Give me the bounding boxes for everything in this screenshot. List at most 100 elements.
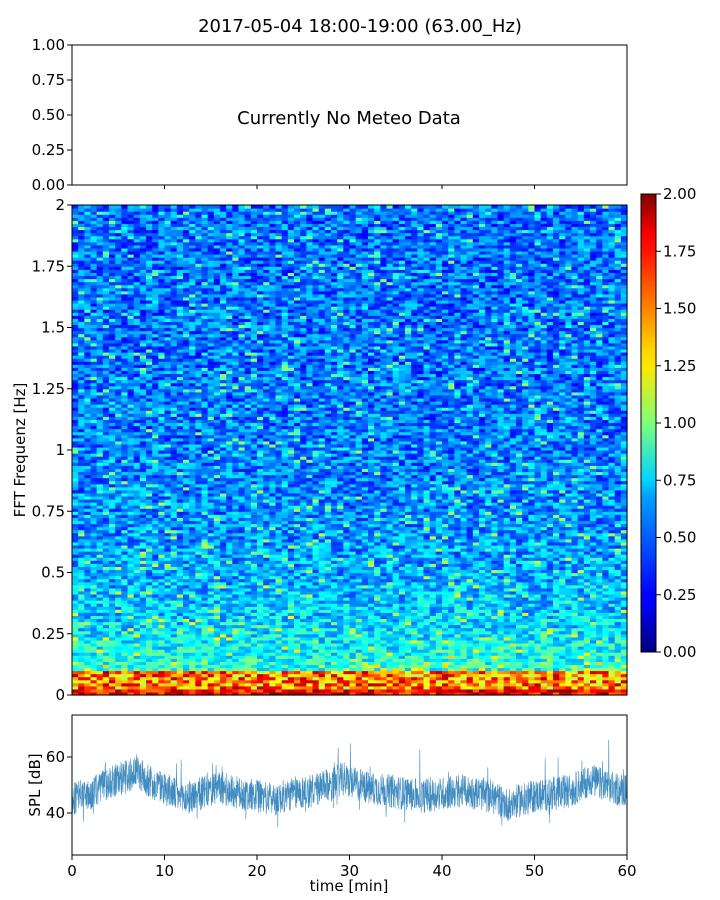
heatmap-cell	[146, 630, 153, 635]
heatmap-cell	[485, 544, 492, 549]
heatmap-cell	[546, 627, 554, 632]
heatmap-cell	[590, 691, 597, 696]
heatmap-cell	[257, 566, 264, 571]
heatmap-cell	[590, 526, 597, 531]
heatmap-cell	[195, 575, 203, 580]
heatmap-cell	[207, 529, 215, 534]
heatmap-cell	[287, 642, 295, 647]
heatmap-cell	[195, 679, 203, 684]
heatmap-cell	[176, 649, 184, 653]
heatmap-cell	[183, 529, 190, 534]
heatmap-cell	[170, 587, 178, 592]
heatmap-cell	[250, 630, 258, 635]
heatmap-cell	[207, 575, 215, 580]
heatmap-cell	[368, 636, 375, 641]
heatmap-cell	[583, 526, 591, 531]
heatmap-cell	[355, 551, 363, 555]
heatmap-cell	[213, 670, 221, 675]
heatmap-cell	[423, 624, 431, 629]
heatmap-cell	[608, 526, 616, 531]
heatmap-cell	[374, 535, 381, 540]
heatmap-cell	[250, 691, 258, 696]
heatmap-cell	[127, 646, 135, 650]
heatmap-cell	[448, 670, 455, 675]
heatmap-cell	[411, 633, 418, 638]
heatmap-cell	[522, 590, 529, 595]
heatmap-cell	[571, 532, 579, 537]
heatmap-cell	[620, 633, 628, 638]
heatmap-cell	[158, 658, 166, 662]
heatmap-cell	[250, 621, 258, 626]
heatmap-cell	[275, 535, 283, 540]
heatmap-cell	[306, 618, 314, 623]
heatmap-cell	[368, 606, 375, 610]
heatmap-cell	[528, 590, 536, 595]
heatmap-cell	[553, 606, 560, 610]
heatmap-cell	[146, 676, 153, 681]
heatmap-cell	[312, 554, 320, 558]
heatmap-cell	[238, 691, 246, 696]
heatmap-cell	[590, 627, 597, 632]
heatmap-cell	[72, 676, 79, 681]
heatmap-cell	[411, 569, 418, 574]
heatmap-cell	[355, 560, 363, 564]
heatmap-cell	[115, 679, 122, 684]
heatmap-cell	[608, 658, 616, 662]
heatmap-cell	[183, 575, 190, 580]
heatmap-cell	[109, 541, 116, 546]
heatmap-cell	[349, 621, 357, 626]
heatmap-cell	[374, 612, 381, 616]
heatmap-cell	[454, 544, 462, 549]
heatmap-cell	[491, 603, 499, 607]
heatmap-cell	[546, 688, 554, 693]
heatmap-cell	[244, 618, 252, 623]
heatmap-cell	[232, 673, 240, 678]
heatmap-cell	[78, 523, 85, 528]
heatmap-cell	[294, 682, 301, 687]
heatmap-cell	[170, 670, 178, 675]
heatmap-cell	[158, 673, 166, 678]
heatmap-cell	[331, 606, 338, 610]
heatmap-cell	[176, 688, 184, 693]
heatmap-cell	[226, 658, 233, 662]
heatmap-cell	[602, 600, 610, 604]
heatmap-cell	[522, 557, 529, 561]
heatmap-cell	[294, 569, 301, 574]
heatmap-cell	[324, 639, 332, 644]
heatmap-cell	[96, 569, 104, 574]
heatmap-cell	[195, 618, 203, 623]
heatmap-cell	[102, 667, 110, 672]
heatmap-cell	[522, 652, 529, 656]
heatmap-cell	[152, 590, 159, 595]
heatmap-cell	[275, 587, 283, 592]
heatmap-cell	[287, 652, 295, 656]
heatmap-cell	[189, 600, 196, 604]
heatmap-cell	[201, 612, 209, 616]
heatmap-cell	[78, 563, 85, 567]
heatmap-cell	[183, 538, 190, 543]
heatmap-cell	[583, 597, 591, 601]
heatmap-cell	[127, 526, 135, 531]
heatmap-cell	[146, 606, 153, 610]
heatmap-cell	[158, 679, 166, 684]
heatmap-cell	[546, 551, 554, 555]
heatmap-cell	[398, 551, 406, 555]
heatmap-cell	[250, 600, 258, 604]
heatmap-cell	[164, 639, 172, 644]
heatmap-cell	[386, 532, 394, 537]
heatmap-cell	[349, 667, 357, 672]
heatmap-cell	[244, 569, 252, 574]
heatmap-cell	[405, 600, 412, 604]
heatmap-cell	[72, 670, 79, 675]
heatmap-cell	[213, 636, 221, 641]
heatmap-cell	[565, 548, 573, 552]
heatmap-cell	[195, 541, 203, 546]
heatmap-cell	[398, 612, 406, 616]
heatmap-cell	[491, 560, 499, 564]
heatmap-cell	[596, 646, 603, 650]
heatmap-cell	[596, 627, 603, 632]
heatmap-cell	[189, 655, 196, 659]
heatmap-cell	[368, 548, 375, 552]
heatmap-cell	[503, 526, 511, 531]
heatmap-cell	[287, 538, 295, 543]
